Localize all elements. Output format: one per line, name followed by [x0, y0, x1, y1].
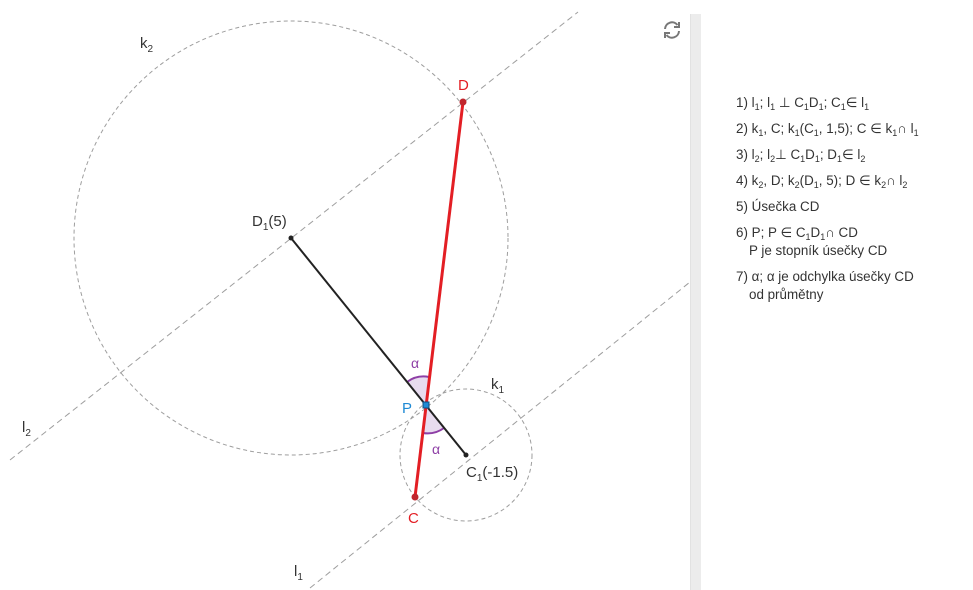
label-d: D [458, 77, 469, 94]
circle-k2[interactable] [73, 20, 509, 456]
angle-alpha-top-arc [406, 375, 430, 383]
step-5: 5) Úsečka CD [736, 199, 820, 214]
segment-c1d1[interactable] [290, 237, 467, 456]
label-c: C [408, 510, 419, 527]
label-d1: D1(5) [252, 213, 287, 233]
step-1: 1) l1; l1 ⊥ C1D1; C1∈ l1 [736, 95, 870, 112]
label-l1: l1 [294, 563, 303, 583]
step-2: 2) k1, C; k1(C1, 1,5); C ∈ k1∩ l1 [736, 121, 919, 138]
point-d[interactable] [459, 98, 467, 106]
refresh-icon[interactable] [660, 18, 684, 42]
point-d1[interactable] [288, 235, 294, 241]
circle-k1[interactable] [399, 388, 533, 522]
step-7: 7) α; α je odchylka úsečky CD od průmětn… [736, 268, 970, 304]
geometry-canvas[interactable]: k2 k1 l2 l1 D C P α α D1(5) C1(-1.5) [0, 0, 690, 590]
step-6: 6) P; P ∈ C1D1∩ CD P je stopník úsečky C… [736, 224, 970, 260]
label-k1: k1 [491, 376, 505, 396]
segment-cd[interactable] [413, 101, 465, 498]
construction-steps: 1) l1; l1 ⊥ C1D1; C1∈ l1 2) k1, C; k1(C1… [736, 94, 970, 312]
label-alpha-top: α [411, 355, 419, 371]
angle-alpha-bottom [423, 405, 444, 434]
label-l2: l2 [22, 419, 31, 439]
step-6-line2: P je stopník úsečky CD [749, 243, 888, 258]
label-p: P [402, 400, 412, 417]
step-7-line2: od průmětny [749, 287, 824, 302]
line-l2[interactable] [9, 11, 579, 461]
point-c1[interactable] [463, 452, 469, 458]
label-k2: k2 [140, 35, 154, 55]
point-p[interactable] [422, 401, 430, 409]
step-4: 4) k2, D; k2(D1, 5); D ∈ k2∩ l2 [736, 173, 908, 190]
label-c1: C1(-1.5) [466, 464, 518, 484]
line-l1[interactable] [309, 281, 690, 589]
angle-alpha-top [407, 376, 429, 405]
step-3: 3) l2; l2⊥ C1D1; D1∈ l2 [736, 147, 866, 164]
panel-divider[interactable] [690, 14, 701, 590]
point-c[interactable] [411, 493, 419, 501]
label-alpha-bottom: α [432, 441, 440, 457]
